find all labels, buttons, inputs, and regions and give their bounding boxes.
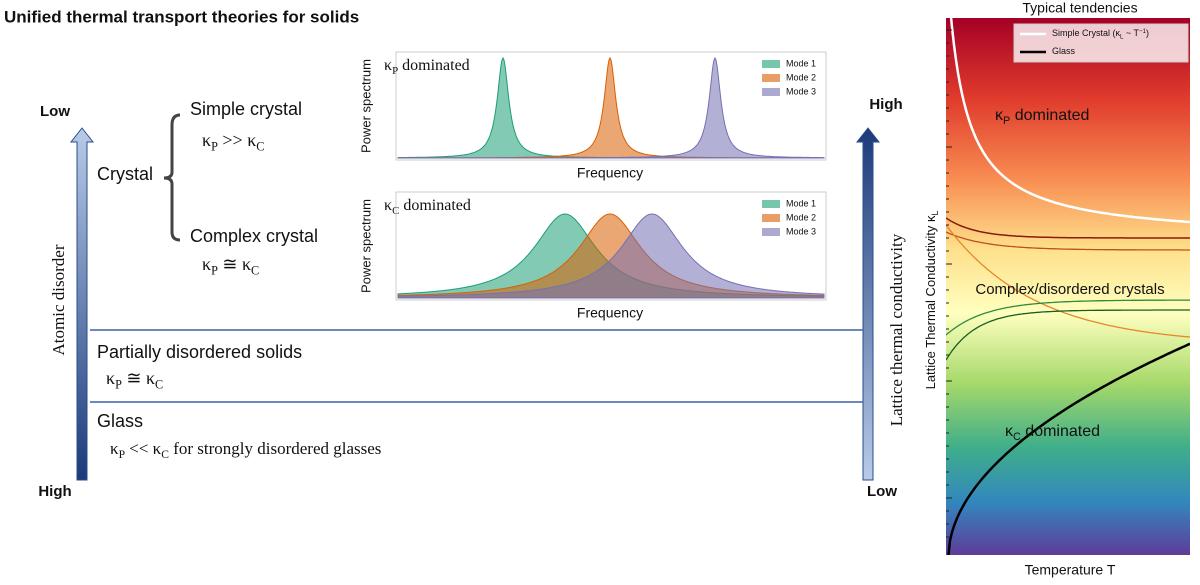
- text-part: ~ T: [1123, 28, 1139, 38]
- legend-swatch: [762, 60, 780, 68]
- text-part: for strongly disordered glasses: [169, 439, 381, 458]
- legend-entry: Glass: [1052, 46, 1076, 56]
- text-part: C: [161, 448, 169, 461]
- text-part: κ: [1005, 423, 1014, 440]
- text-part: ≅ κ: [218, 254, 251, 274]
- text-part: P: [1003, 115, 1010, 127]
- legend-swatch: [762, 228, 780, 236]
- y-label: Lattice Thermal Conductivity κL: [923, 211, 940, 390]
- legend-entry: Mode 1: [786, 198, 816, 208]
- text-part: << κ: [125, 439, 162, 458]
- simple-label: Simple crystal: [190, 99, 302, 119]
- bracket: [163, 113, 181, 242]
- axis-top: High: [869, 96, 902, 113]
- legend-swatch: [762, 74, 780, 82]
- conductivity-arrow: [855, 127, 881, 481]
- text-part: Glass: [1052, 46, 1076, 56]
- glass-relation: κP << κC for strongly disordered glasses: [110, 439, 381, 461]
- text-part: L: [930, 211, 940, 216]
- text-part: P: [392, 64, 398, 76]
- text-part: Lattice Thermal Conductivity κ: [923, 215, 938, 389]
- axis-top: Low: [40, 103, 70, 120]
- axis-label: Lattice thermal conductivity: [887, 233, 906, 426]
- tendency-curve: [947, 342, 1190, 555]
- text-part: −1: [1139, 27, 1147, 34]
- title: Unified thermal transport theories for s…: [4, 7, 359, 26]
- text-part: κ: [384, 197, 392, 214]
- text-part: κ: [202, 130, 211, 150]
- simple-relation: κP >> κC: [202, 130, 264, 153]
- legend-entry: Mode 3: [786, 86, 816, 96]
- legend: [1013, 23, 1189, 63]
- text-part: κ: [995, 107, 1004, 124]
- legend-swatch: [762, 88, 780, 96]
- text-part: κ: [202, 254, 211, 274]
- mid-label: Complex/disordered crystals: [975, 281, 1164, 298]
- spectrum-xlabel: Frequency: [577, 305, 643, 321]
- tendency-curve: [946, 224, 1190, 338]
- legend-entry: Mode 3: [786, 226, 816, 236]
- axis-label: Atomic disorder: [49, 244, 68, 355]
- tendency-curve: [946, 309, 1190, 361]
- tendency-curve: [946, 231, 1190, 251]
- crystal-label: Crystal: [97, 164, 153, 184]
- axis-bottom: Low: [867, 483, 897, 500]
- text-part: ): [1146, 28, 1149, 38]
- text-part: L: [1120, 33, 1124, 40]
- tendency-curve: [946, 299, 1190, 336]
- text-part: dominated: [399, 197, 471, 214]
- text-part: C: [392, 204, 399, 216]
- glass-label: Glass: [97, 411, 143, 431]
- text-part: C: [155, 377, 163, 391]
- legend-swatch: [762, 200, 780, 208]
- complex-label: Complex crystal: [190, 226, 318, 246]
- text-part: Simple Crystal (κ: [1052, 28, 1121, 38]
- text-part: C: [256, 139, 264, 153]
- complex-relation: κP ≅ κC: [202, 254, 259, 277]
- spectrum-title: κC dominated: [384, 197, 471, 217]
- tendency-curve: [946, 217, 1190, 239]
- kc-label: κC dominated: [1005, 423, 1100, 442]
- panel-title: Typical tendencies: [1022, 0, 1137, 16]
- partial-label: Partially disordered solids: [97, 342, 302, 362]
- mode-peak: [398, 56, 825, 159]
- text-part: P: [115, 377, 122, 391]
- text-part: dominated: [1010, 107, 1089, 124]
- tendency-curve: [949, 18, 1190, 224]
- spectrum-ylabel: Power spectrum: [358, 199, 373, 293]
- text-part: dominated: [398, 57, 470, 74]
- text-part: C: [251, 263, 259, 277]
- partial-relation: κP ≅ κC: [106, 368, 163, 391]
- legend-entry: Mode 2: [786, 72, 816, 82]
- text-part: >> κ: [218, 130, 256, 150]
- kp-label: κP dominated: [995, 107, 1089, 126]
- text-part: κ: [384, 57, 392, 74]
- text-part: C: [1013, 431, 1021, 443]
- text-part: ≅ κ: [122, 368, 155, 388]
- text-part: κ: [110, 439, 119, 458]
- x-label: Temperature T: [1025, 562, 1116, 578]
- spectrum-xlabel: Frequency: [577, 165, 643, 181]
- text-part: κ: [106, 368, 115, 388]
- legend-entry: Mode 2: [786, 212, 816, 222]
- text-part: dominated: [1021, 423, 1100, 440]
- legend-entry: Simple Crystal (κL ~ T−1): [1052, 27, 1149, 40]
- legend-entry: Mode 1: [786, 58, 816, 68]
- spectrum-ylabel: Power spectrum: [358, 59, 373, 153]
- spectrum-title: κP dominated: [384, 57, 470, 77]
- axis-bottom: High: [38, 483, 71, 500]
- text-part: P: [119, 448, 125, 461]
- mode-peak: [397, 213, 825, 299]
- text-part: P: [211, 263, 218, 277]
- disorder-arrow: [69, 127, 95, 481]
- tendency-panel: [946, 18, 1190, 555]
- text-part: P: [211, 139, 218, 153]
- legend-swatch: [762, 214, 780, 222]
